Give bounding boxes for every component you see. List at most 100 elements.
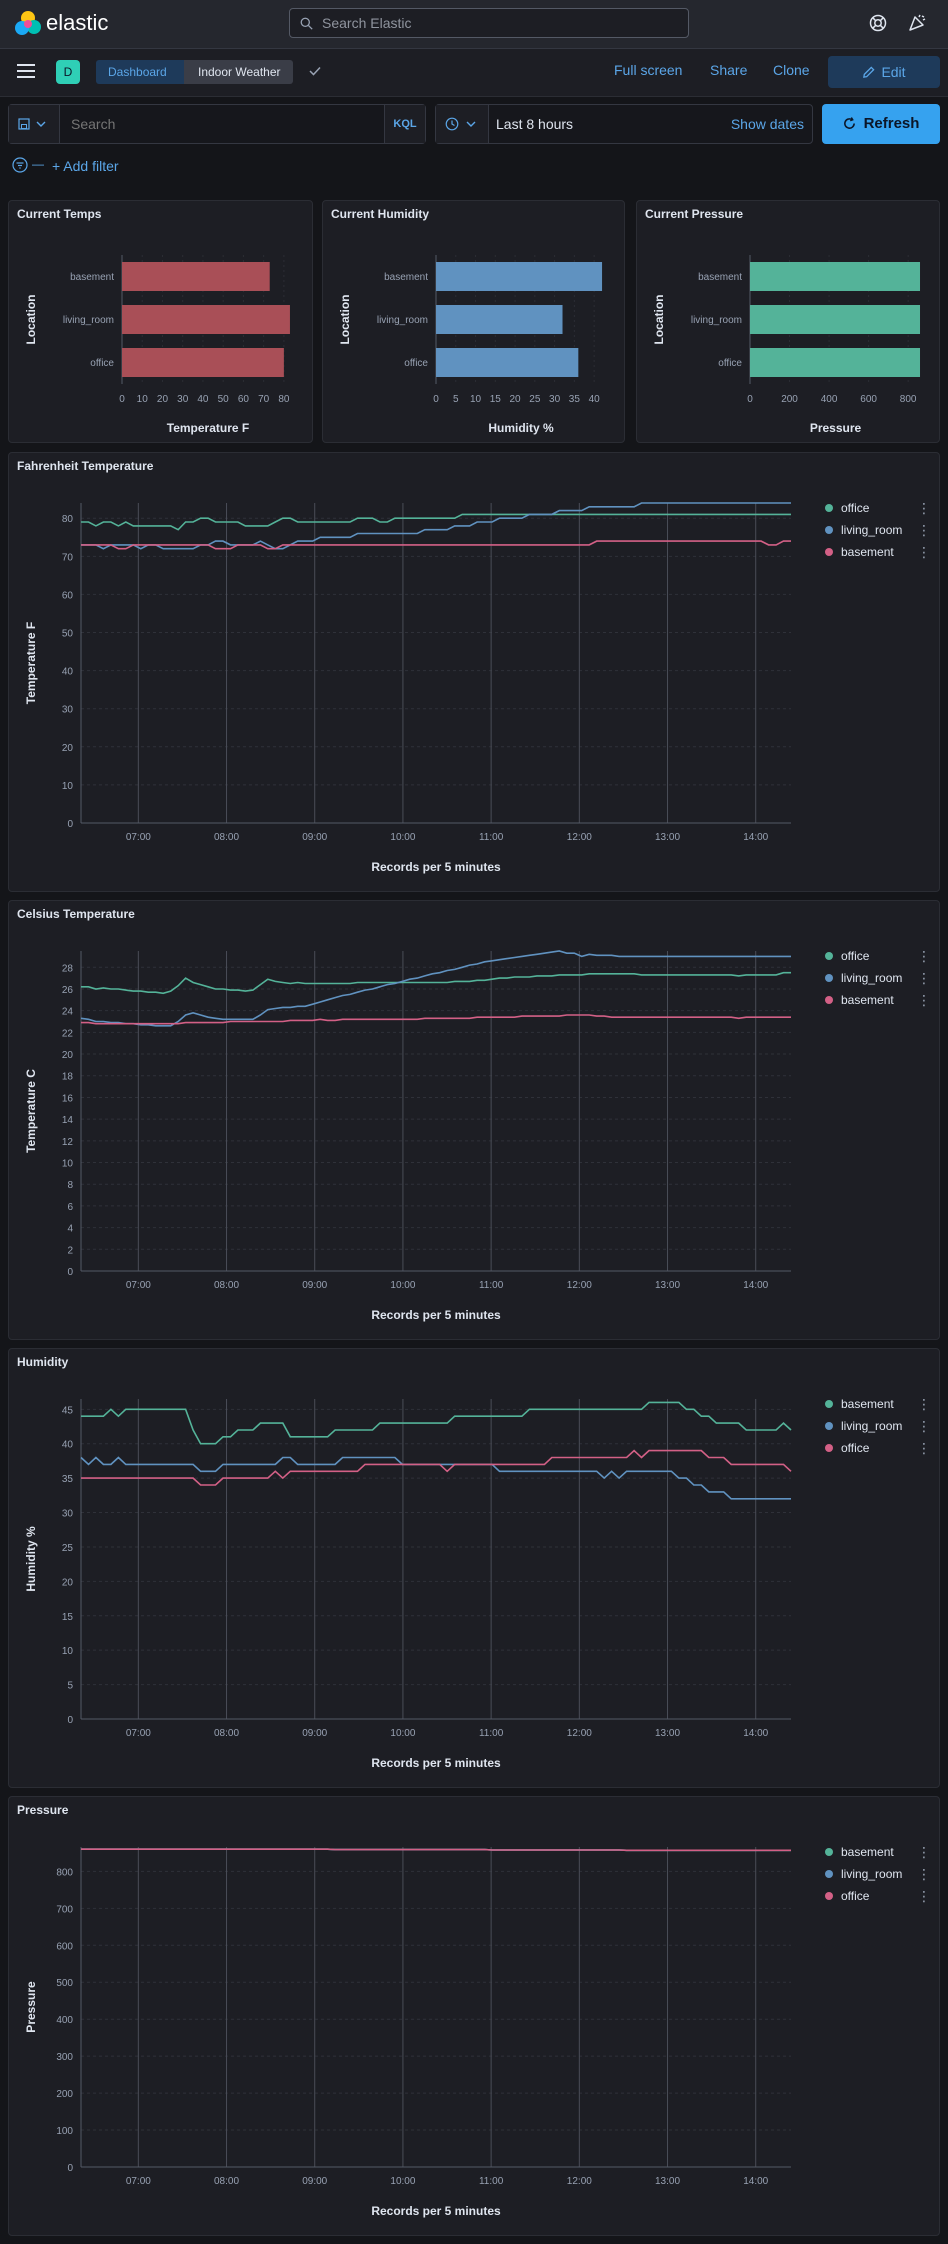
y-tick-label: 0 <box>67 1267 73 1278</box>
legend-color-dot <box>825 952 833 960</box>
legend-color-dot <box>825 504 833 512</box>
legend-actions-icon[interactable]: ⋮ <box>917 500 931 516</box>
legend-actions-icon[interactable]: ⋮ <box>917 970 931 986</box>
bar <box>436 305 563 334</box>
x-tick-label: 11:00 <box>479 2176 504 2187</box>
saved-query-button[interactable] <box>9 105 60 143</box>
y-tick-label: 15 <box>62 1612 74 1623</box>
line-chart-fahrenheit: 0 10 20 30 40 50 60 70 80 07:00 08:00 09:00 10:00 11:… <box>24 502 791 874</box>
y-tick-label: 40 <box>62 667 74 678</box>
series-line-basement <box>81 1401 792 1445</box>
space-avatar[interactable]: D <box>56 60 80 84</box>
full-screen-link[interactable]: Full screen <box>614 62 683 78</box>
add-filter-button[interactable]: + Add filter <box>52 158 119 174</box>
x-tick-label: 600 <box>860 394 877 405</box>
legend-item-living_room[interactable]: living_room ⋮ <box>825 1415 931 1437</box>
x-tick-label: 08:00 <box>214 832 239 843</box>
bar-chart-temps: 0 10 20 30 40 50 60 70 80 basement living_roomoffi… <box>24 255 290 435</box>
clone-link[interactable]: Clone <box>773 62 810 78</box>
line-chart-pressure: 0 100 200 300 400 500 600 700 800 07:00 08:00 09:00… <box>24 1847 791 2218</box>
y-tick-label: 80 <box>62 514 74 525</box>
panel-fahrenheit-temperature: Fahrenheit Temperature 0 10 20 30 40 50 60 70 80… <box>8 452 940 892</box>
elastic-logo-icon[interactable] <box>14 10 42 38</box>
edit-button[interactable]: Edit <box>828 56 940 88</box>
help-icon[interactable] <box>869 14 887 32</box>
x-tick-label: 12:00 <box>567 832 592 843</box>
legend-item-office[interactable]: office ⋮ <box>825 497 931 519</box>
y-tick-label: 0 <box>67 2163 73 2174</box>
y-axis-title: Location <box>24 295 38 345</box>
legend-actions-icon[interactable]: ⋮ <box>917 1844 931 1860</box>
y-tick-label: basement <box>384 272 428 283</box>
legend-color-dot <box>825 526 833 534</box>
bar <box>122 348 284 377</box>
panel-humidity: Humidity 0 5 10 15 20 25 30 35 40 45 07:00 08:00 09:… <box>8 1348 940 1788</box>
edit-button-label: Edit <box>881 64 906 80</box>
quick-time-menu-button[interactable] <box>436 105 489 143</box>
y-tick-label: 14 <box>62 1115 74 1126</box>
y-tick-label: 16 <box>62 1093 74 1104</box>
legend-item-living_room[interactable]: living_room ⋮ <box>825 967 931 989</box>
menu-icon[interactable] <box>17 64 35 78</box>
legend-item-living_room[interactable]: living_room ⋮ <box>825 519 931 541</box>
legend-item-office[interactable]: office ⋮ <box>825 1437 931 1459</box>
y-axis-title: Location <box>652 295 666 345</box>
legend-actions-icon[interactable]: ⋮ <box>917 1396 931 1412</box>
legend-actions-icon[interactable]: ⋮ <box>917 1866 931 1882</box>
x-tick-label: 30 <box>177 394 189 405</box>
legend-actions-icon[interactable]: ⋮ <box>917 948 931 964</box>
legend-label: basement <box>841 993 894 1007</box>
panel-title: Pressure <box>17 1803 69 1817</box>
chart-legend: office ⋮ living_room ⋮ basement ⋮ <box>825 497 931 563</box>
legend-actions-icon[interactable]: ⋮ <box>917 1418 931 1434</box>
legend-label: living_room <box>841 1867 903 1881</box>
legend-actions-icon[interactable]: ⋮ <box>917 522 931 538</box>
show-dates-link[interactable]: Show dates <box>730 116 804 132</box>
y-tick-label: 600 <box>56 1941 73 1952</box>
legend-item-basement[interactable]: basement ⋮ <box>825 1393 931 1415</box>
refresh-label: Refresh <box>863 115 920 132</box>
x-tick-label: 0 <box>433 394 439 405</box>
x-tick-label: 10:00 <box>390 2176 415 2187</box>
legend-item-office[interactable]: office ⋮ <box>825 945 931 967</box>
filter-icon[interactable] <box>12 157 28 173</box>
legend-item-basement[interactable]: basement ⋮ <box>825 989 931 1011</box>
share-link[interactable]: Share <box>710 62 748 78</box>
x-tick-label: 35 <box>569 394 581 405</box>
legend-item-office[interactable]: office ⋮ <box>825 1885 931 1907</box>
chart-legend: office ⋮ living_room ⋮ basement ⋮ <box>825 945 931 1011</box>
breadcrumb-dashboard[interactable]: Dashboard <box>96 60 189 84</box>
legend-actions-icon[interactable]: ⋮ <box>917 1440 931 1456</box>
legend-color-dot <box>825 548 833 556</box>
query-input[interactable] <box>61 105 371 143</box>
y-tick-label: 20 <box>62 1050 74 1061</box>
x-axis-title: Records per 5 minutes <box>371 2204 501 2218</box>
legend-color-dot <box>825 1400 833 1408</box>
y-axis-title: Temperature C <box>24 1069 38 1153</box>
legend-item-basement[interactable]: basement ⋮ <box>825 1841 931 1863</box>
bar-chart-humidity: 0 5 10 15 20 25 30 35 40 basement living_roomoffic… <box>338 255 603 435</box>
series-line-living_room <box>80 950 791 1027</box>
search-icon <box>300 17 313 30</box>
legend-actions-icon[interactable]: ⋮ <box>917 1888 931 1904</box>
news-feed-icon[interactable] <box>908 14 926 32</box>
x-tick-label: 14:00 <box>743 2176 768 2187</box>
x-tick-label: 13:00 <box>655 2176 680 2187</box>
bar <box>122 262 270 291</box>
legend-actions-icon[interactable]: ⋮ <box>917 544 931 560</box>
y-tick-label: 30 <box>62 705 74 716</box>
refresh-button[interactable]: Refresh <box>822 104 940 144</box>
kql-language-button[interactable]: KQL <box>384 105 425 143</box>
x-tick-label: 08:00 <box>214 2176 239 2187</box>
legend-item-living_room[interactable]: living_room ⋮ <box>825 1863 931 1885</box>
y-tick-label: 20 <box>62 743 74 754</box>
refresh-icon <box>843 117 855 129</box>
y-tick-label: 700 <box>56 1904 73 1915</box>
legend-label: office <box>841 1889 870 1903</box>
x-axis-title: Records per 5 minutes <box>371 1308 501 1322</box>
legend-label: living_room <box>841 523 903 537</box>
legend-actions-icon[interactable]: ⋮ <box>917 992 931 1008</box>
time-range-label[interactable]: Last 8 hours <box>496 116 574 132</box>
legend-item-basement[interactable]: basement ⋮ <box>825 541 931 563</box>
global-search-input[interactable]: Search Elastic <box>289 8 689 38</box>
